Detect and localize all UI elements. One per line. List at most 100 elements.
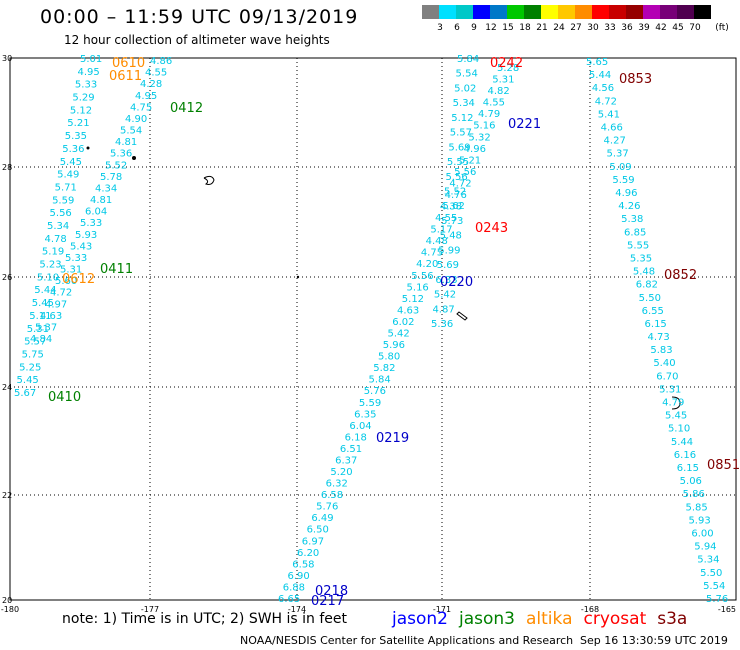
scale-swatch [575,5,592,19]
wave-height-value: 6.02 [392,317,414,328]
pass-label: 0219 [376,431,409,446]
wave-height-value: 5.32 [468,132,490,143]
wave-height-value: 5.28 [497,63,519,74]
wave-height-value: 6.04 [349,421,371,432]
wave-height-value: 5.44 [34,285,56,296]
wave-height-value: 5.43 [70,241,92,252]
wave-height-value: 5.10 [668,424,690,435]
wave-height-value: 6.50 [307,525,329,536]
wave-height-value: 6.49 [311,513,333,524]
wave-height-value: 4.84 [30,334,52,345]
wave-height-value: 6.37 [335,455,357,466]
wave-height-value: 5.93 [75,230,97,241]
wave-height-value: 5.54 [703,581,725,592]
wave-height-value: 5.12 [70,105,92,116]
island-dot [86,146,90,150]
pass-label: 0852 [664,268,697,283]
wave-height-value: 6.04 [85,207,107,218]
scale-label: 39 [638,23,650,33]
wave-height-value: 5.16 [473,121,495,132]
scale-label: 18 [519,23,531,33]
wave-height-value: 5.93 [688,515,710,526]
wave-height-value: 5.19 [42,247,64,258]
wave-height-value: 5.36 [62,144,84,155]
pass-label: 0610 [112,56,145,71]
wave-height-value: 5.11 [29,311,51,322]
scale-swatch [473,5,490,19]
wave-height-value: 5.31 [60,265,82,276]
pass-label: 0611 [109,69,142,84]
wave-height-value: 5.25 [19,362,41,373]
pass-label: 0242 [490,56,523,71]
wave-height-value: 5.85 [686,502,708,513]
wave-height-value: 5.55 [447,157,469,168]
wave-height-value: 5.59 [359,398,381,409]
satellite-legend: jason2 jason3 altika cryosat s3a [392,609,698,629]
wave-height-value: 5.45 [32,298,54,309]
wave-height-value: 5.60 [55,276,77,287]
scale-label: 30 [587,23,599,33]
scale-swatch [507,5,524,19]
wave-height-value: 4.87 [432,304,454,315]
wave-height-value: 5.59 [52,195,74,206]
wave-height-value: 4.55 [145,68,167,79]
wave-height-value: 5.45 [17,375,39,386]
wave-height-value: 4.63 [397,305,419,316]
wave-height-value: 4.78 [44,234,66,245]
legend-s3a: s3a [657,609,688,629]
wave-height-value: 5.09 [609,162,631,173]
wave-height-value: 4.55 [435,213,457,224]
wave-height-value: 5.38 [621,214,643,225]
wave-height-value: 4.95 [77,67,99,78]
wave-height-value: 5.76 [706,594,728,605]
wave-height-value: 4.72 [50,288,72,299]
wave-height-value: 5.31 [492,75,514,86]
wave-height-value: 6.55 [642,306,664,317]
wave-height-value: 6.65 [278,594,300,605]
wave-height-value: 5.35 [65,131,87,142]
wave-height-value: 6.15 [677,463,699,474]
wave-height-value: 5.37 [35,322,57,333]
pass-label: 0218 [315,584,348,599]
wave-height-value: 5.83 [650,345,672,356]
scale-label: 27 [570,23,582,33]
footer-note: note: 1) Time is in UTC; 2) SWH is in fe… [62,611,348,627]
wave-height-value: 4.97 [45,299,67,310]
pass-label: 0221 [508,117,541,132]
wave-height-value: 5.50 [639,293,661,304]
wave-height-value: 5.59 [612,175,634,186]
wave-height-value: 5.33 [75,80,97,91]
wave-height-value: 4.55 [483,98,505,109]
legend-cryosat: cryosat [583,609,647,629]
chart-subtitle: 12 hour collection of altimeter wave hei… [64,33,330,47]
wave-height-value: 4.82 [487,86,509,97]
wave-height-value: 6.20 [297,548,319,559]
wave-height-value: 4.75 [421,248,443,259]
wave-height-value: 5.56 [411,271,433,282]
wave-height-value: 5.36 [431,319,453,330]
wave-height-value: 5.73 [441,216,463,227]
wave-height-value: 5.31 [659,384,681,395]
wave-height-value: 5.50 [700,568,722,579]
wave-height-value: 5.45 [665,411,687,422]
scale-swatch [541,5,558,19]
wave-height-value: 5.76 [364,386,386,397]
wave-height-value: 5.29 [72,93,94,104]
pass-label: 0853 [619,72,652,87]
wave-height-value: 5.52 [105,160,127,171]
wave-height-value: 5.48 [440,231,462,242]
scale-label: 24 [553,23,565,33]
pass-label: 0410 [48,390,81,405]
wave-height-value: 6.58 [321,490,343,501]
wave-height-value: 4.56 [592,83,614,94]
wave-height-value: 5.36 [110,149,132,160]
lat-label: 28 [2,163,12,172]
lon-label: -180 [1,605,19,614]
wave-height-value: 6.58 [292,559,314,570]
wave-height-value: 5.56 [454,167,476,178]
legend-jason2: jason2 [392,609,448,629]
wave-height-value: 4.79 [478,109,500,120]
wave-height-value: 6.35 [354,409,376,420]
wave-height-value: 5.84 [368,375,390,386]
